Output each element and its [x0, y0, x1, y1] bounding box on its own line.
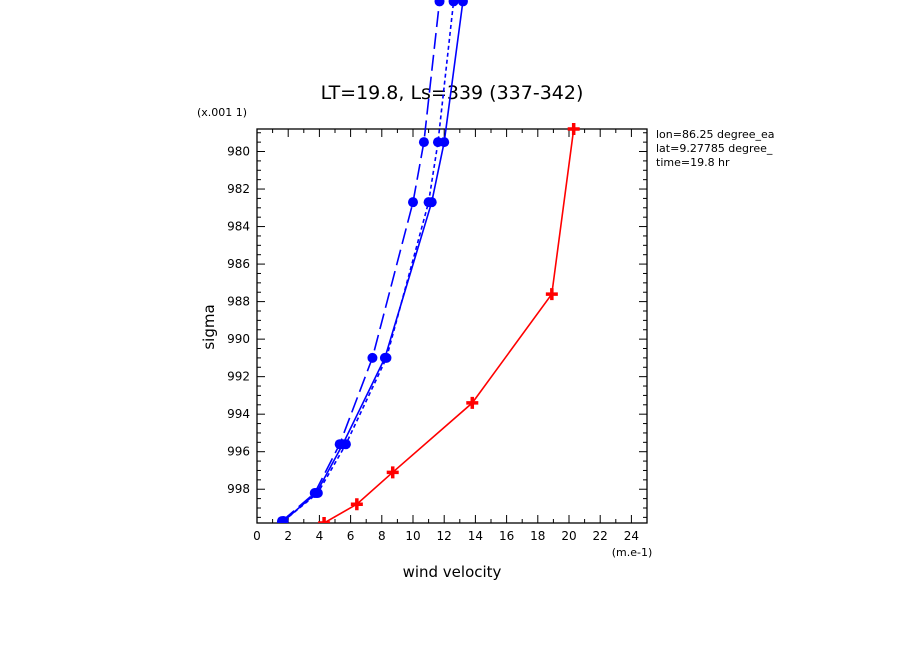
data-point — [340, 439, 351, 450]
y-tick-label: 988 — [227, 295, 250, 309]
annotation-lon: lon=86.25 degree_ea — [656, 128, 775, 141]
x-tick-label: 10 — [405, 529, 420, 543]
x-tick-label: 0 — [253, 529, 261, 543]
annotation-time: time=19.8 hr — [656, 156, 730, 169]
x-axis-label: wind velocity — [403, 563, 502, 581]
y-tick-label: 986 — [227, 257, 250, 271]
chart-title: LT=19.8, Ls=339 (337-342) — [321, 82, 584, 104]
x-tick-label: 20 — [561, 529, 576, 543]
y-tick-label: 994 — [227, 407, 250, 421]
y-units-label: (x.001 1) — [197, 106, 247, 119]
y-tick-label: 992 — [227, 370, 250, 384]
data-point — [381, 352, 392, 363]
y-axis-label: sigma — [200, 304, 218, 349]
data-point — [350, 498, 363, 511]
x-tick-label: 6 — [347, 529, 355, 543]
x-tick-label: 24 — [624, 529, 639, 543]
y-tick-label: 980 — [227, 145, 250, 159]
y-tick-label: 984 — [227, 220, 250, 234]
y-tick-label: 996 — [227, 445, 250, 459]
x-tick-label: 22 — [593, 529, 608, 543]
data-point — [418, 137, 429, 148]
data-point — [408, 197, 418, 208]
data-point — [367, 352, 378, 363]
data-point — [432, 137, 443, 148]
data-point — [434, 0, 445, 7]
data-point — [386, 466, 399, 479]
data-point — [457, 0, 468, 7]
y-tick-label: 982 — [227, 182, 250, 196]
x-tick-label: 16 — [499, 529, 514, 543]
data-point — [278, 516, 289, 523]
data-point — [312, 487, 323, 498]
x-tick-label: 8 — [378, 529, 386, 543]
x-tick-label: 2 — [284, 529, 292, 543]
series-group — [276, 0, 580, 523]
annotation-lat: lat=9.27785 degree_ — [656, 142, 773, 155]
x-tick-label: 4 — [316, 529, 324, 543]
axes: 0 2 4 6 8 10 12 14 16 18 20 22 249809829849869889909… — [227, 128, 648, 543]
y-tick-label: 990 — [227, 332, 250, 346]
data-point — [545, 288, 558, 301]
x-tick-label: 12 — [437, 529, 452, 543]
x-units-label: (m.e-1) — [612, 546, 653, 559]
data-point — [567, 123, 580, 135]
x-tick-label: 18 — [530, 529, 545, 543]
y-tick-label: 998 — [227, 482, 250, 496]
data-point — [318, 517, 331, 523]
series-line-4 — [323, 128, 575, 523]
x-tick-label: 14 — [468, 529, 483, 543]
data-point — [466, 396, 479, 409]
series-line-2 — [281, 1, 441, 522]
plot-frame — [256, 128, 648, 524]
series-line-3 — [282, 1, 455, 522]
data-point — [448, 0, 459, 7]
data-point — [423, 197, 434, 208]
series-line-1 — [282, 1, 464, 522]
